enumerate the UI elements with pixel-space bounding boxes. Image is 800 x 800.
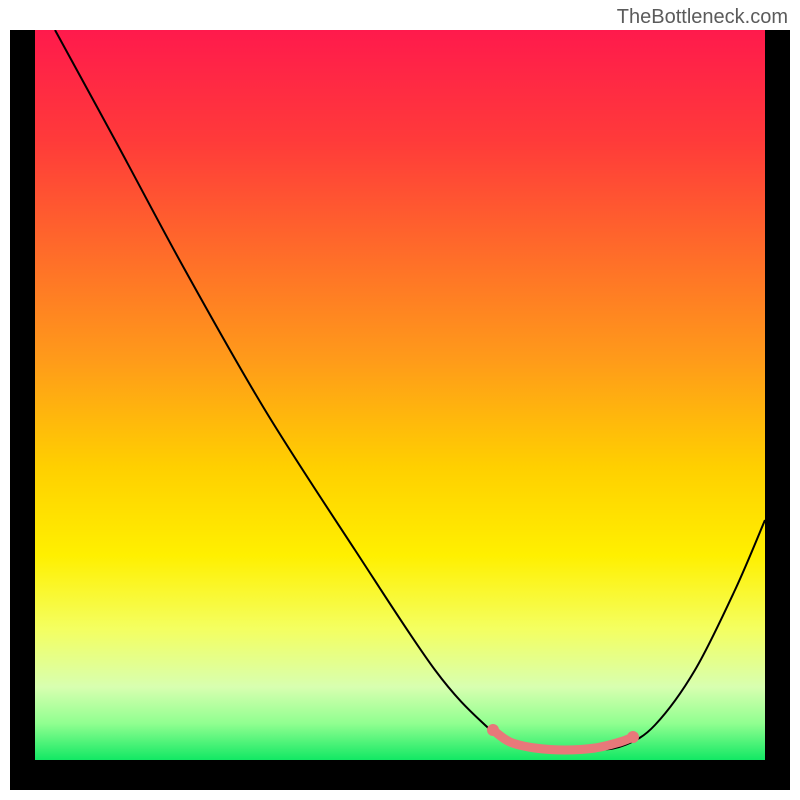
optimal-band (35, 30, 765, 760)
plot-area (35, 30, 765, 760)
chart-container: TheBottleneck.com (0, 0, 800, 800)
chart-frame (10, 30, 790, 790)
watermark-text: TheBottleneck.com (617, 6, 788, 29)
